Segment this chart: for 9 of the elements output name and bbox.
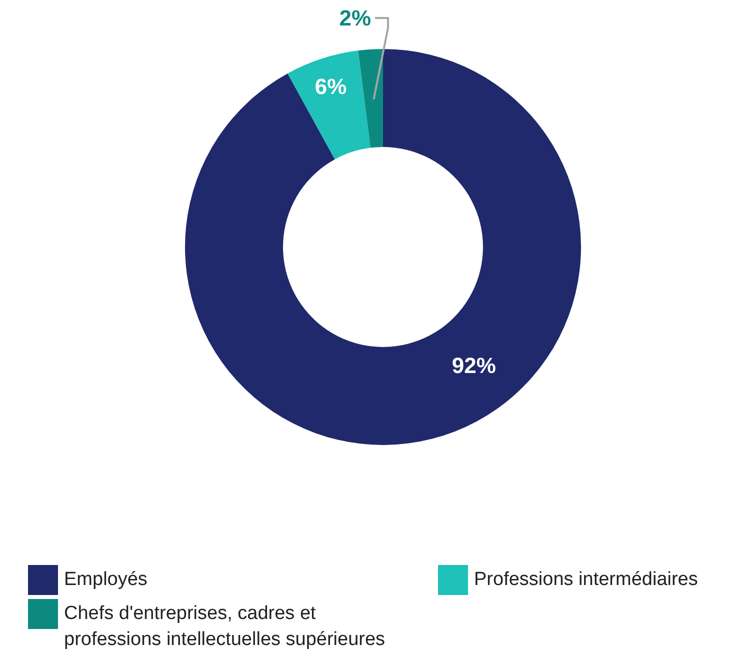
donut-slice <box>185 49 581 445</box>
data-label: 2% <box>339 6 371 31</box>
donut-slice <box>358 49 383 148</box>
data-label: 6% <box>314 74 347 99</box>
legend-label: Professions intermédiaires <box>474 569 698 590</box>
donut-slice <box>288 50 370 160</box>
legend-label: Chefs d'entreprises, cadres et professions intellectuelles supérieures <box>64 603 386 650</box>
legend-label: Employés <box>64 569 148 590</box>
data-label: 92% <box>452 352 496 378</box>
